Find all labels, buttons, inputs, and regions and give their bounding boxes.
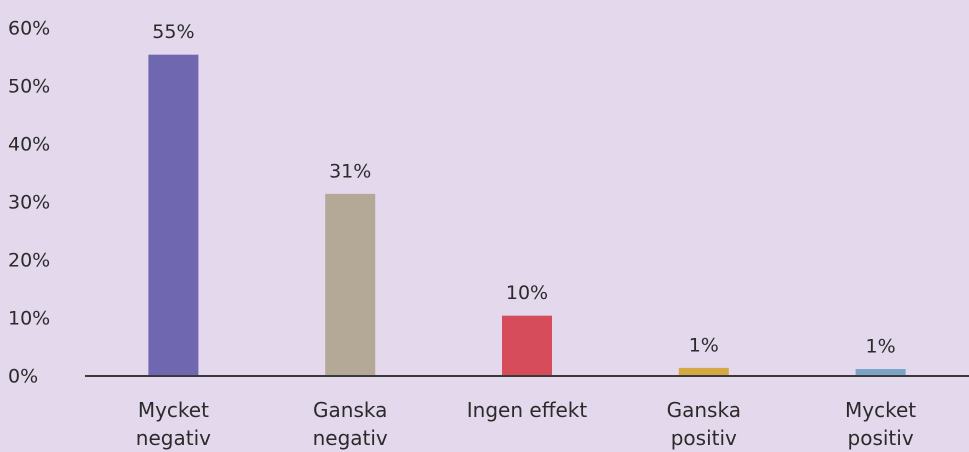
bar (148, 54, 199, 377)
data-label: 1% (866, 336, 896, 358)
y-tick-label: 10% (8, 308, 50, 330)
x-tick-label: Ganska positiv (666, 398, 741, 450)
data-label: 55% (152, 21, 194, 43)
x-tick-label: Mycket negativ (135, 398, 211, 450)
bar (855, 369, 906, 376)
y-tick-label: 40% (8, 134, 50, 156)
y-tick-label: 30% (8, 192, 50, 214)
y-tick-label: 20% (8, 250, 50, 272)
bar (502, 315, 552, 376)
data-label: 10% (506, 282, 548, 304)
y-tick-label: 60% (8, 18, 50, 40)
bar (678, 367, 729, 376)
y-tick-label: 0% (8, 366, 38, 388)
x-tick-label: Ingen effekt (466, 398, 588, 422)
y-tick-label: 50% (8, 76, 50, 98)
bar (325, 193, 376, 376)
data-label: 1% (689, 334, 719, 356)
x-tick-label: Mycket positiv (845, 398, 917, 450)
data-label: 31% (329, 160, 371, 182)
x-tick-label: Ganska negativ (312, 398, 388, 450)
